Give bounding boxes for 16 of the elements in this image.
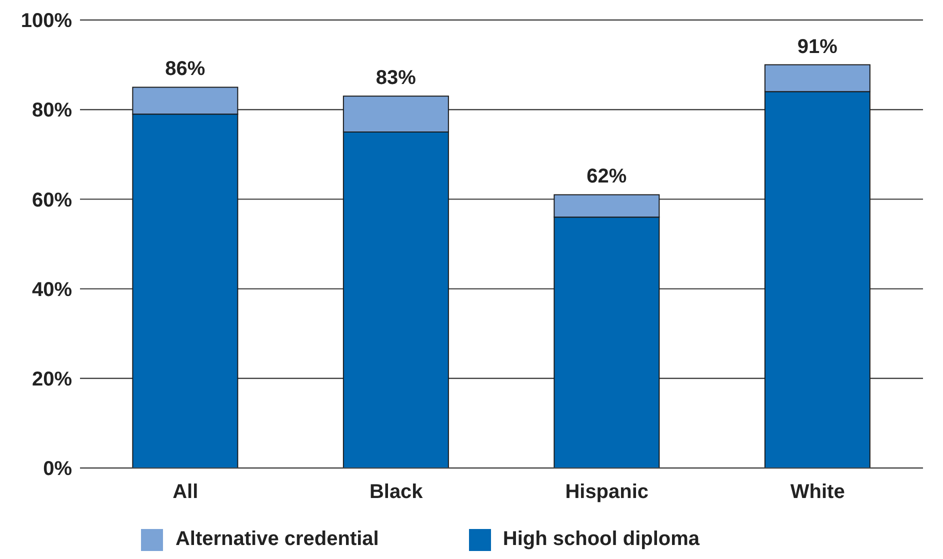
y-tick-label: 20%: [32, 368, 72, 390]
legend-label: Alternative credential: [175, 528, 379, 550]
y-tick-label: 40%: [32, 278, 72, 301]
total-label: 62%: [586, 166, 627, 188]
legend-label: High school diploma: [502, 528, 700, 550]
total-label: 91%: [797, 36, 838, 58]
total-label: 83%: [376, 67, 416, 90]
y-tick-label: 60%: [32, 189, 72, 212]
x-tick-label: Black: [369, 481, 424, 504]
y-tick-label: 100%: [20, 10, 72, 32]
y-tick-label: 0%: [43, 458, 72, 480]
x-tick-label: All: [172, 481, 198, 504]
total-label: 86%: [165, 58, 206, 80]
x-tick-label: White: [790, 481, 845, 504]
y-tick-label: 80%: [32, 100, 72, 122]
x-tick-label: Hispanic: [565, 481, 649, 504]
